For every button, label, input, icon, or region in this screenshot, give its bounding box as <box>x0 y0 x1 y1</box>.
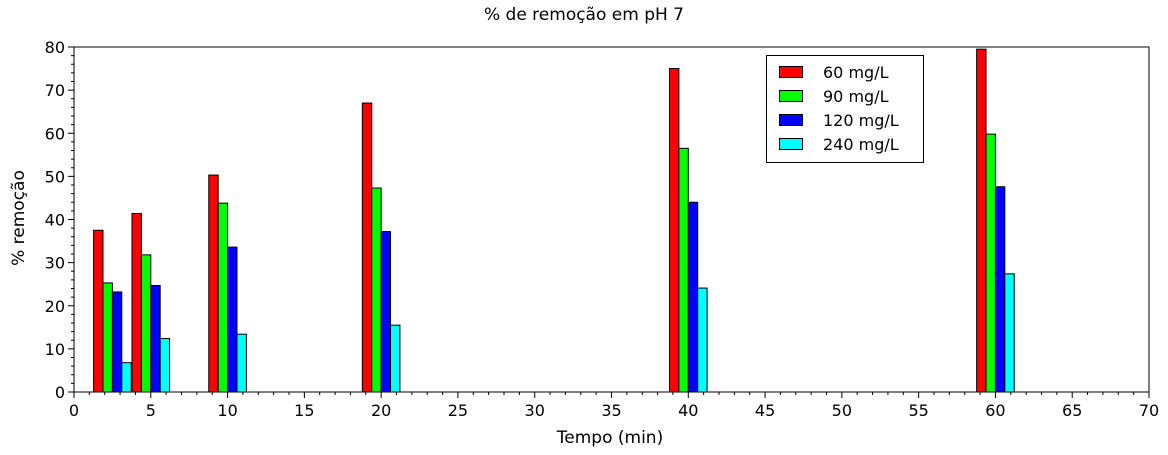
bar-120-mg-l-t10 <box>227 246 238 393</box>
x-tick-label: 25 <box>448 401 468 420</box>
legend-swatch-120 <box>779 114 803 126</box>
bar-240-mg-l-t60 <box>1004 273 1015 393</box>
legend-item-240: 240 mg/L <box>779 134 899 154</box>
x-tick-label: 45 <box>755 401 775 420</box>
y-tick-label: 0 <box>55 383 65 402</box>
x-tick-label: 15 <box>294 401 314 420</box>
chart-title: % de remoção em pH 7 <box>483 5 685 25</box>
y-tick-label: 60 <box>45 124 65 143</box>
y-tick-label: 10 <box>45 340 65 359</box>
legend-label-90: 90 mg/L <box>823 86 889 106</box>
x-tick-label: 20 <box>371 401 391 420</box>
x-tick-label: 60 <box>985 401 1005 420</box>
bar-60-mg-l-t40 <box>668 68 680 393</box>
x-tick-label: 0 <box>69 401 79 420</box>
bar-60-mg-l-t5 <box>131 212 142 393</box>
bar-60-mg-l-t2.5 <box>93 229 104 393</box>
bar-90-mg-l-t10 <box>217 202 229 393</box>
legend-label-120: 120 mg/L <box>823 110 899 130</box>
legend-swatch-60 <box>779 66 803 78</box>
bar-90-mg-l-t5 <box>140 254 152 393</box>
bar-120-mg-l-t20 <box>380 231 392 393</box>
legend: 60 mg/L 90 mg/L 120 mg/L 240 mg/L <box>766 55 924 163</box>
bar-240-mg-l-t5 <box>159 338 171 393</box>
legend-swatch-90 <box>779 90 803 102</box>
bar-120-mg-l-t2.5 <box>111 291 123 393</box>
bar-120-mg-l-t40 <box>687 201 699 393</box>
bar-120-mg-l-t60 <box>994 186 1006 393</box>
x-tick-label: 55 <box>908 401 928 420</box>
legend-item-120: 120 mg/L <box>779 110 899 130</box>
x-tick-label: 70 <box>1139 401 1159 420</box>
x-tick-label: 35 <box>601 401 621 420</box>
y-tick-label: 40 <box>45 211 65 230</box>
bar-240-mg-l-t2.5 <box>121 362 132 393</box>
legend-label-240: 240 mg/L <box>823 134 899 154</box>
legend-item-90: 90 mg/L <box>779 86 889 106</box>
y-axis-label: % remoção <box>9 170 29 266</box>
x-axis-label: Tempo (min) <box>556 428 664 448</box>
legend-label-60: 60 mg/L <box>823 62 889 82</box>
bar-120-mg-l-t5 <box>150 284 161 393</box>
x-tick-label: 30 <box>525 401 545 420</box>
legend-item-60: 60 mg/L <box>779 62 889 82</box>
legend-swatch-240 <box>779 138 803 150</box>
bar-240-mg-l-t10 <box>236 333 247 393</box>
bar-90-mg-l-t40 <box>678 147 689 393</box>
y-tick-label: 20 <box>45 297 65 316</box>
bar-60-mg-l-t60 <box>976 48 987 393</box>
x-axis: 0 5 10 15 20 25 30 35 40 45 50 55 60 65 70 <box>69 392 1159 420</box>
y-axis: 0 10 20 30 40 50 60 70 80 <box>45 38 74 402</box>
y-tick-label: 30 <box>45 254 65 273</box>
bars-layer <box>93 48 1015 393</box>
y-tick-label: 70 <box>45 81 65 100</box>
x-tick-label: 10 <box>217 401 237 420</box>
bar-90-mg-l-t20 <box>371 187 382 393</box>
y-tick-label: 50 <box>45 167 65 186</box>
x-tick-label: 50 <box>832 401 852 420</box>
plot-area <box>73 46 1150 393</box>
bar-90-mg-l-t2.5 <box>102 282 113 393</box>
bar-240-mg-l-t20 <box>390 324 401 393</box>
x-tick-label: 65 <box>1062 401 1082 420</box>
bar-90-mg-l-t60 <box>985 133 996 393</box>
bar-60-mg-l-t10 <box>208 174 219 393</box>
y-tick-label: 80 <box>45 38 65 57</box>
bar-60-mg-l-t20 <box>361 102 373 393</box>
bar-240-mg-l-t40 <box>697 287 708 393</box>
x-tick-label: 5 <box>146 401 156 420</box>
x-tick-label: 40 <box>678 401 698 420</box>
